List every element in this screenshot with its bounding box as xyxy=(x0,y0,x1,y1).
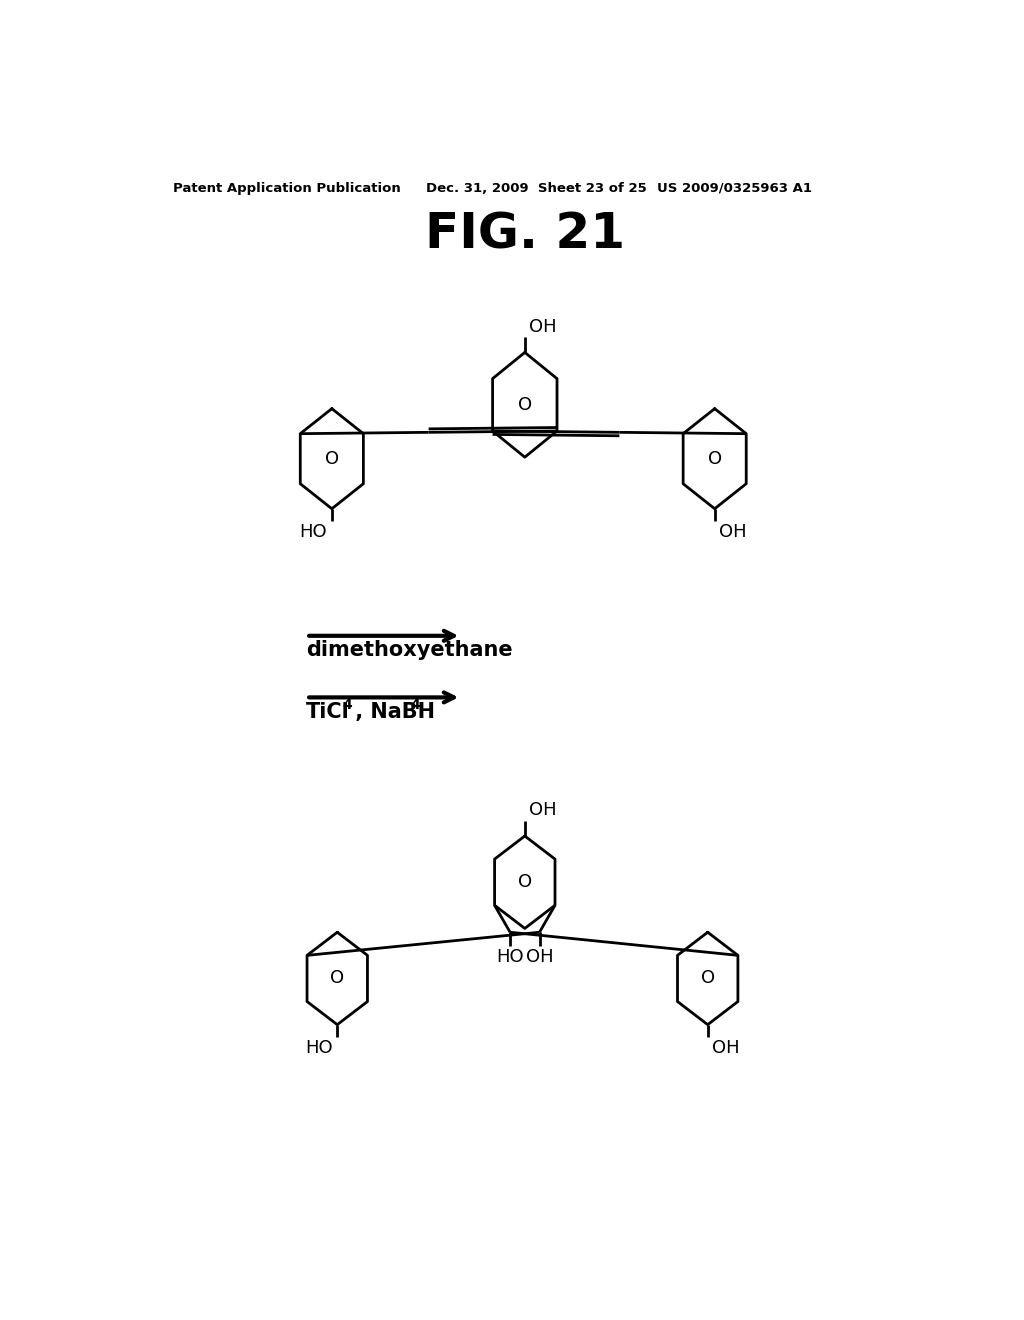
Text: OH: OH xyxy=(528,318,556,335)
Text: HO: HO xyxy=(305,1039,333,1056)
Text: dimethoxyethane: dimethoxyethane xyxy=(306,640,513,660)
Text: OH: OH xyxy=(719,523,746,541)
Text: HO: HO xyxy=(497,948,524,966)
Text: Dec. 31, 2009  Sheet 23 of 25: Dec. 31, 2009 Sheet 23 of 25 xyxy=(426,182,647,194)
Text: O: O xyxy=(518,396,531,413)
Text: HO: HO xyxy=(300,523,328,541)
Text: FIG. 21: FIG. 21 xyxy=(425,211,625,259)
Text: OH: OH xyxy=(713,1039,740,1056)
Text: TiCl: TiCl xyxy=(306,702,350,722)
Text: O: O xyxy=(330,969,344,987)
Text: O: O xyxy=(708,450,722,467)
Text: 4: 4 xyxy=(410,698,420,713)
Text: OH: OH xyxy=(528,801,556,818)
Text: O: O xyxy=(325,450,339,467)
Text: O: O xyxy=(700,969,715,987)
Text: US 2009/0325963 A1: US 2009/0325963 A1 xyxy=(657,182,812,194)
Text: Patent Application Publication: Patent Application Publication xyxy=(173,182,400,194)
Text: OH: OH xyxy=(525,948,553,966)
Text: 4: 4 xyxy=(342,698,351,713)
Text: O: O xyxy=(518,874,531,891)
Text: , NaBH: , NaBH xyxy=(348,702,435,722)
